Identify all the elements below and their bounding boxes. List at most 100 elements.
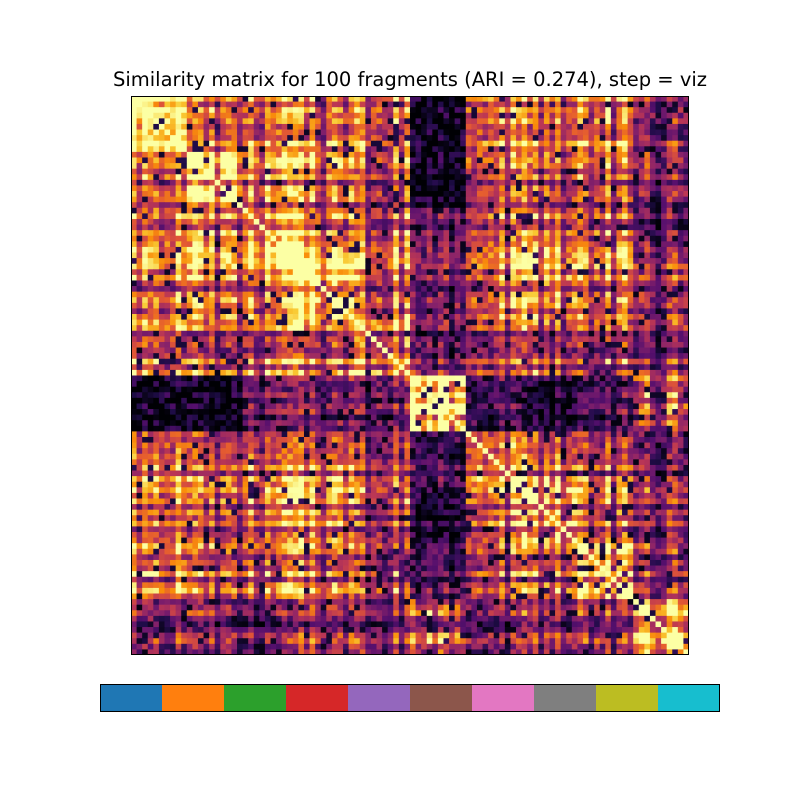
heatmap-cell [499, 252, 506, 259]
heatmap-cell [437, 274, 444, 281]
heatmap-cell [181, 286, 188, 293]
heatmap-cell [644, 269, 651, 276]
heatmap-cell [220, 96, 227, 102]
heatmap-cell [303, 112, 310, 119]
heatmap-cell [220, 258, 227, 265]
heatmap-cell [225, 185, 232, 192]
heatmap-cell [426, 157, 433, 164]
heatmap-cell [415, 347, 422, 354]
heatmap-cell [471, 286, 478, 293]
heatmap-cell [359, 263, 366, 270]
heatmap-cell [365, 230, 372, 237]
heatmap-cell [415, 174, 422, 181]
heatmap-cell [649, 213, 656, 220]
heatmap-cell [426, 330, 433, 337]
heatmap-cell [264, 274, 271, 281]
heatmap-cell [622, 280, 629, 287]
heatmap-cell [683, 358, 689, 365]
heatmap-cell [432, 207, 439, 214]
heatmap-cell [142, 286, 149, 293]
heatmap-cell [543, 341, 550, 348]
heatmap-cell [594, 358, 601, 365]
heatmap-cell [655, 168, 662, 175]
heatmap-cell [264, 314, 271, 320]
heatmap-cell [287, 235, 294, 242]
heatmap-cell [175, 202, 182, 209]
heatmap-cell [253, 168, 260, 175]
heatmap-cell [482, 325, 489, 332]
heatmap-cell [638, 319, 645, 326]
heatmap-cell [504, 364, 511, 371]
heatmap-cell [566, 135, 573, 142]
heatmap-cell [142, 341, 149, 348]
heatmap-cell [649, 369, 656, 376]
heatmap-cell [437, 174, 444, 181]
heatmap-cell [303, 235, 310, 242]
heatmap-cell [370, 224, 377, 231]
heatmap-cell [683, 314, 689, 320]
heatmap-cell [320, 218, 327, 225]
heatmap-cell [622, 218, 629, 225]
heatmap-cell [281, 246, 288, 253]
heatmap-cell [197, 291, 204, 298]
heatmap-cell [242, 286, 249, 293]
heatmap-cell [354, 330, 361, 337]
heatmap-cell [532, 336, 539, 343]
heatmap-cell [192, 168, 199, 175]
heatmap-cell [181, 246, 188, 253]
heatmap-cell [443, 174, 450, 181]
heatmap-cell [527, 179, 534, 186]
heatmap-cell [538, 330, 545, 337]
heatmap-cell [186, 168, 193, 175]
heatmap-cell [343, 252, 350, 259]
heatmap-cell [532, 319, 539, 326]
heatmap-cell [220, 202, 227, 209]
heatmap-cell [566, 353, 573, 360]
heatmap-cell [404, 369, 411, 376]
heatmap-cell [298, 314, 305, 320]
heatmap-cell [510, 252, 517, 259]
heatmap-cell [315, 252, 322, 259]
heatmap-cell [147, 246, 154, 253]
heatmap-cell [415, 135, 422, 142]
heatmap-cell [181, 319, 188, 326]
heatmap-cell [281, 224, 288, 231]
heatmap-cell [248, 319, 255, 326]
heatmap-cell [616, 369, 623, 376]
heatmap-cell [410, 286, 416, 293]
heatmap-cell [432, 302, 439, 309]
heatmap-cell [610, 96, 617, 102]
heatmap-cell [426, 280, 433, 287]
heatmap-cell [253, 218, 260, 225]
heatmap-cell [672, 123, 679, 130]
heatmap-cell [532, 185, 539, 192]
heatmap-cell [153, 146, 160, 153]
heatmap-cell [516, 358, 522, 365]
heatmap-cell [248, 302, 255, 309]
heatmap-cell [348, 353, 355, 360]
heatmap-cell [248, 297, 255, 304]
heatmap-cell [264, 330, 271, 337]
heatmap-cell [560, 140, 567, 147]
heatmap-cell [170, 325, 177, 332]
heatmap-cell [164, 207, 171, 214]
heatmap-cell [404, 218, 411, 225]
heatmap-cell [527, 207, 534, 214]
heatmap-cell [303, 280, 310, 287]
heatmap-cell [264, 280, 271, 287]
heatmap-cell [482, 341, 489, 348]
heatmap-cell [398, 274, 405, 281]
heatmap-cell [248, 230, 255, 237]
heatmap-cell [287, 302, 294, 309]
heatmap-cell [309, 135, 316, 142]
heatmap-cell [298, 191, 305, 198]
heatmap-cell [237, 118, 243, 125]
heatmap-cell [387, 319, 394, 326]
heatmap-cell [599, 297, 606, 304]
heatmap-cell [354, 191, 361, 198]
heatmap-cell [543, 235, 550, 242]
heatmap-cell [253, 112, 260, 119]
heatmap-cell [582, 258, 589, 265]
heatmap-cell [683, 96, 689, 102]
heatmap-cell [197, 280, 204, 287]
